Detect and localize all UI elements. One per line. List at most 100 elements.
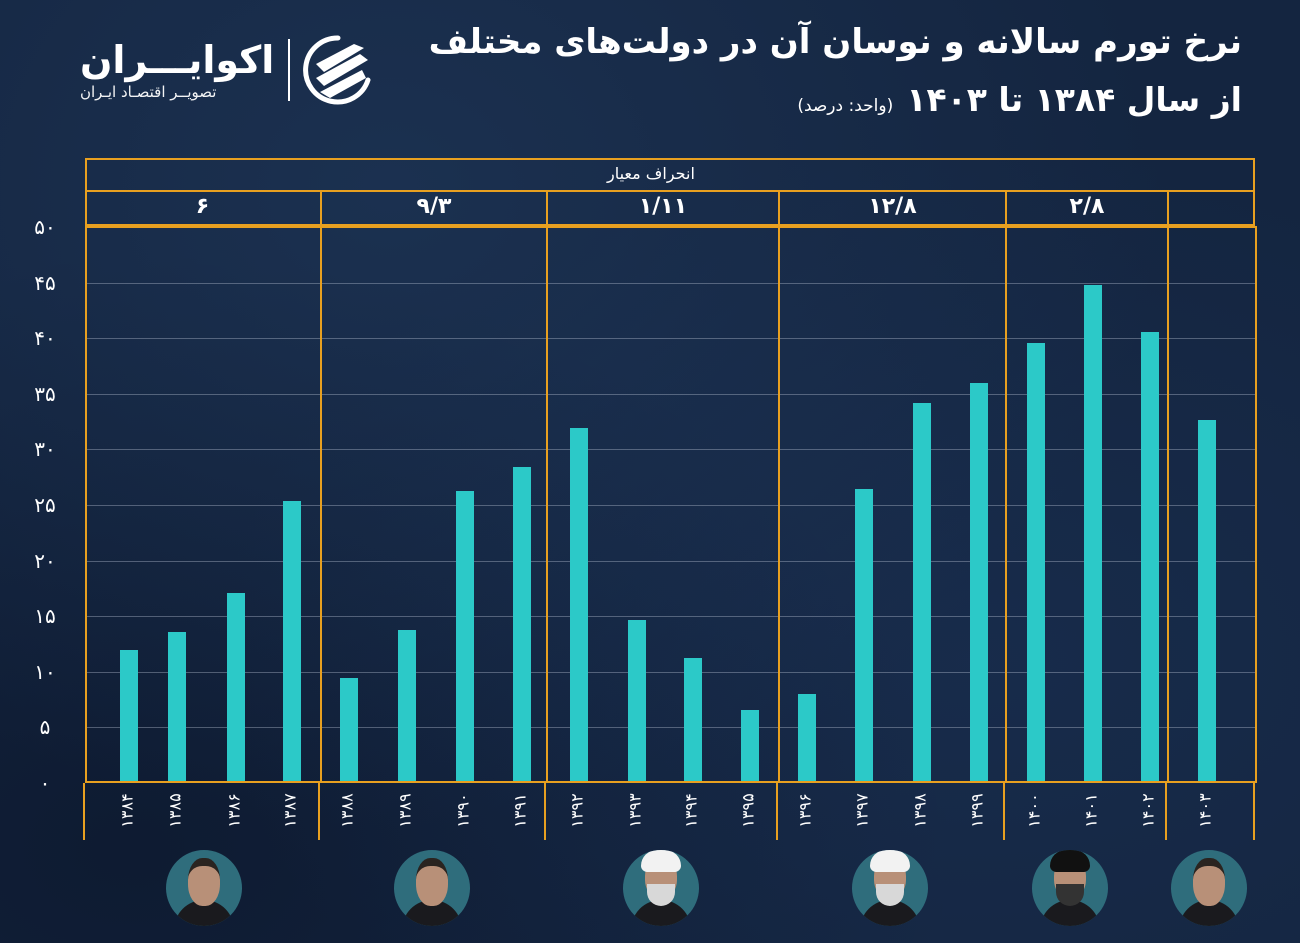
x-tick-label: ۱۳۹۰: [453, 792, 473, 828]
bar-1385: [168, 631, 186, 783]
avatar-ahmadinejad-2: [394, 850, 470, 926]
bar-1395: [741, 709, 759, 783]
y-tick-label: ۳۰: [34, 437, 56, 462]
std-dev-cell: ۲/۸: [1005, 190, 1167, 224]
bar-1391: [513, 467, 531, 783]
x-axis-separator: [1003, 783, 1005, 840]
x-tick-label: ۱۳۸۸: [337, 792, 357, 828]
x-tick-label: ۱۴۰۲: [1138, 792, 1158, 828]
x-axis-separator: [83, 783, 85, 840]
y-tick-label: ۲۵: [34, 493, 56, 517]
x-axis-separator: [1253, 783, 1255, 840]
ecoiran-swirl-icon: [303, 35, 371, 105]
gridline: [87, 560, 1255, 562]
y-tick-label: ۵۰: [34, 215, 56, 239]
bar-1403: [1198, 420, 1216, 783]
x-tick-label: ۱۳۸۵: [165, 792, 185, 828]
x-tick-label: ۱۳۸۴: [117, 792, 137, 828]
std-dev-table: انحراف معیار ۶ ۹/۳ ۱/۱۱ ۱۲/۸ ۲/۸: [85, 158, 1255, 226]
gridline: [87, 671, 1255, 673]
x-tick-label: ۱۳۹۶: [795, 792, 815, 828]
x-tick-label: ۱۳۹۳: [625, 792, 645, 828]
std-dev-cell: ۶: [195, 194, 210, 219]
group-separator: [320, 226, 322, 783]
brand-tagline: تصویــر اقتصـاد ایـران: [80, 83, 217, 101]
x-tick-label: ۱۴۰۰: [1024, 792, 1044, 828]
plot-area: [85, 226, 1257, 783]
x-tick-label: ۱۳۹۱: [510, 792, 530, 828]
x-tick-label: ۱۳۸۶: [224, 792, 244, 828]
x-tick-label: ۱۳۹۹: [967, 792, 987, 828]
y-tick-label: ۴۵: [34, 270, 56, 295]
gridline: [87, 393, 1255, 395]
group-separator: [1255, 226, 1257, 783]
gridline: [87, 616, 1255, 618]
gridline: [87, 338, 1255, 340]
bar-1396: [798, 694, 816, 783]
y-tick-label: ۴۰: [34, 326, 56, 351]
x-tick-label: ۱۳۸۹: [395, 792, 415, 828]
avatar-pezeshkian: [1171, 850, 1247, 926]
bar-1390: [456, 490, 474, 783]
x-tick-label: ۱۳۹۲: [567, 792, 587, 828]
y-tick-label: ۳۵: [34, 381, 56, 406]
brand-name: اکوایـــران: [80, 38, 275, 82]
bar-1387: [283, 500, 301, 783]
bar-1386: [227, 592, 245, 783]
x-tick-label: ۱۴۰۱: [1081, 792, 1101, 828]
group-separator: [1167, 226, 1169, 783]
brand-text: اکوایـــران تصویــر اقتصـاد ایـران: [80, 38, 274, 102]
y-tick-label: ۲۰: [34, 548, 56, 573]
bar-1384: [120, 649, 138, 783]
std-dev-title: انحراف معیار: [87, 160, 1253, 192]
group-separator: [546, 226, 548, 783]
std-dev-cell: ۱/۱۱: [546, 190, 778, 224]
x-tick-label: ۱۳۹۴: [681, 792, 701, 828]
x-tick-label: ۱۳۹۵: [738, 792, 758, 828]
x-tick-label: ۱۳۸۷: [280, 792, 300, 828]
unit-note: (واحد: درصد): [797, 96, 894, 116]
x-axis-separator: [776, 783, 778, 840]
y-tick-label: ۱۰: [34, 659, 56, 684]
avatar-rouhani-1: [623, 850, 699, 926]
bar-1402: [1141, 331, 1159, 783]
bar-1389: [398, 629, 416, 783]
x-axis-line: [85, 781, 1255, 783]
bar-1399: [970, 382, 988, 783]
avatar-rouhani-2: [852, 850, 928, 926]
subtitle-range: از سال ۱۳۸۴ تا ۱۴۰۳: [906, 80, 1242, 119]
x-tick-label: ۱۳۹۸: [910, 792, 930, 828]
chart-subtitle: از سال ۱۳۸۴ تا ۱۴۰۳ (واحد: درصد): [797, 80, 1242, 119]
x-axis-separator: [318, 783, 320, 840]
group-separator: [1005, 226, 1007, 783]
bar-1401: [1084, 284, 1102, 783]
std-dev-cell: [1167, 190, 1255, 224]
y-tick-label: ۰: [39, 771, 51, 795]
gridline: [87, 505, 1255, 506]
y-tick-label: ۱۵: [34, 604, 56, 629]
x-tick-label: ۱۴۰۳: [1195, 792, 1215, 828]
std-dev-row: ۶ ۹/۳ ۱/۱۱ ۱۲/۸ ۲/۸: [87, 190, 1253, 224]
x-axis-separator: [544, 783, 546, 840]
gridline: [87, 727, 1255, 729]
gridline: [87, 282, 1255, 284]
x-axis-separator: [1165, 783, 1167, 840]
bar-1394: [684, 658, 702, 783]
brand-logo: اکوایـــران تصویــر اقتصـاد ایـران: [80, 30, 374, 110]
bar-1392: [570, 428, 588, 783]
std-dev-cell: ۹/۳: [320, 190, 546, 224]
avatar-raisi: [1032, 850, 1108, 926]
y-tick-label: ۵: [39, 715, 51, 740]
bar-1397: [855, 489, 873, 783]
bar-1398: [913, 402, 931, 783]
bar-1388: [340, 678, 358, 783]
avatar-ahmadinejad-1: [166, 850, 242, 926]
gridline: [87, 449, 1255, 451]
plot-top-border: [87, 226, 1255, 228]
group-separator: [778, 226, 780, 783]
bar-1393: [628, 619, 646, 783]
x-tick-label: ۱۳۹۷: [852, 792, 872, 828]
bar-1400: [1027, 342, 1045, 783]
logo-divider: [288, 39, 291, 101]
chart-title: نرخ تورم سالانه و نوسان آن در دولت‌های م…: [428, 22, 1242, 62]
